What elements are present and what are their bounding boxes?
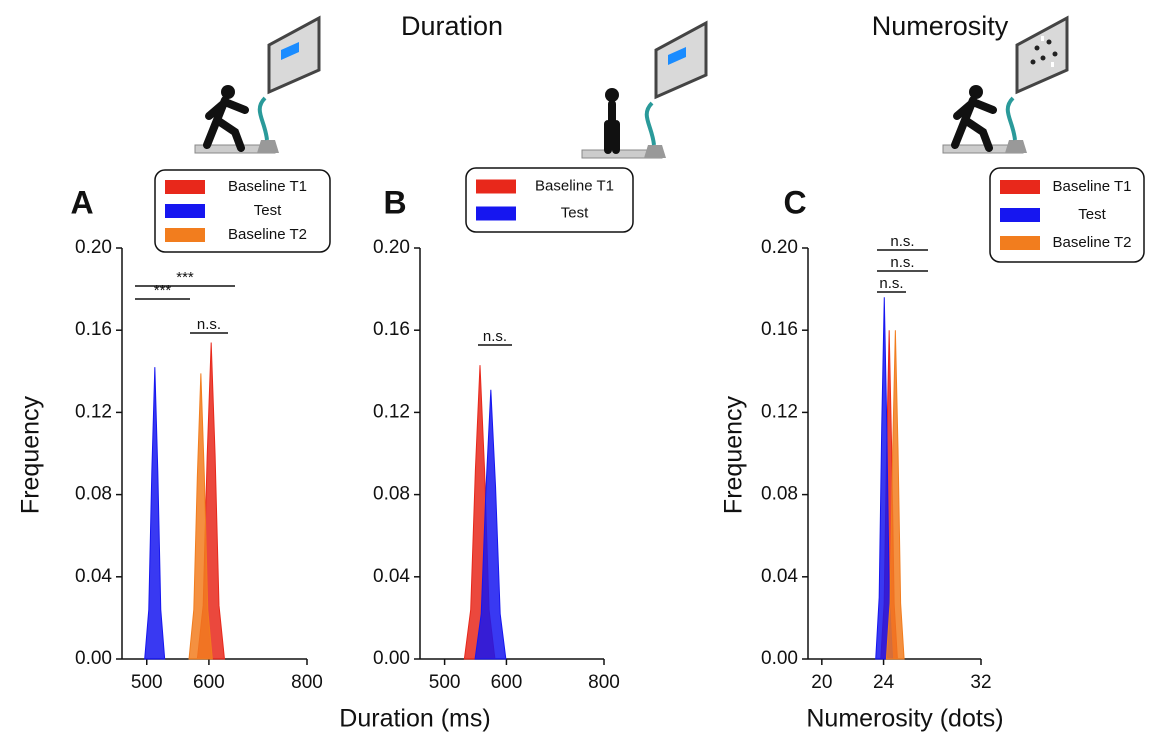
legend-label: Baseline T1 xyxy=(1053,178,1132,195)
x-tick-label: 600 xyxy=(193,672,225,693)
y-tick-label: 0.00 xyxy=(373,648,410,669)
y-tick-label: 0.16 xyxy=(373,319,410,340)
y-tick-label: 0.04 xyxy=(761,566,798,587)
y-tick-label: 0.20 xyxy=(373,237,410,258)
y-axis-label: Frequency xyxy=(17,395,45,514)
y-tick-label: 0.20 xyxy=(761,237,798,258)
significance-label: n.s. xyxy=(890,254,914,271)
legend-label: Baseline T2 xyxy=(1053,234,1132,251)
significance-label: n.s. xyxy=(890,233,914,250)
legend-swatch xyxy=(1000,236,1040,250)
panel-label: A xyxy=(70,184,93,220)
legend-label: Baseline T1 xyxy=(535,177,614,194)
y-tick-label: 0.20 xyxy=(75,237,112,258)
running-icon xyxy=(194,15,321,154)
x-axis-label: Duration (ms) xyxy=(339,705,490,733)
significance-label: n.s. xyxy=(197,316,221,333)
legend-swatch xyxy=(165,204,205,218)
x-tick-label: 20 xyxy=(811,672,832,693)
density-area xyxy=(144,367,166,660)
legend-label: Baseline T1 xyxy=(228,178,307,195)
y-tick-label: 0.00 xyxy=(75,648,112,669)
legend-swatch xyxy=(165,228,205,242)
legend-label: Baseline T2 xyxy=(228,226,307,243)
panel-label: B xyxy=(383,184,406,220)
y-axis-label: Frequency xyxy=(720,395,748,514)
legend-swatch xyxy=(1000,208,1040,222)
figure-title: Duration xyxy=(401,11,503,41)
legend-swatch xyxy=(476,206,516,221)
y-tick-label: 0.12 xyxy=(75,401,112,422)
y-tick-label: 0.00 xyxy=(761,648,798,669)
legend-swatch xyxy=(476,179,516,194)
y-tick-label: 0.16 xyxy=(75,319,112,340)
y-tick-label: 0.04 xyxy=(373,566,410,587)
x-tick-label: 500 xyxy=(429,672,461,693)
x-axis-label: Numerosity (dots) xyxy=(806,705,1003,733)
legend-swatch xyxy=(165,180,205,194)
y-tick-label: 0.08 xyxy=(761,484,798,505)
panel-label: C xyxy=(783,184,806,220)
x-tick-label: 600 xyxy=(491,672,523,693)
legend-label: Test xyxy=(1078,206,1106,223)
y-tick-label: 0.12 xyxy=(761,401,798,422)
y-tick-label: 0.04 xyxy=(75,566,112,587)
x-tick-label: 32 xyxy=(970,672,991,693)
legend-label: Test xyxy=(561,204,589,221)
y-tick-label: 0.08 xyxy=(75,484,112,505)
density-area xyxy=(474,389,507,660)
legend-label: Test xyxy=(254,202,282,219)
figure-title: Numerosity xyxy=(872,11,1009,41)
density-area xyxy=(885,330,905,660)
y-tick-label: 0.08 xyxy=(373,484,410,505)
y-tick-label: 0.16 xyxy=(761,319,798,340)
significance-label: *** xyxy=(154,282,172,299)
significance-label: n.s. xyxy=(483,328,507,345)
significance-label: n.s. xyxy=(879,275,903,292)
standing-icon xyxy=(581,20,708,159)
legend-swatch xyxy=(1000,180,1040,194)
running-icon xyxy=(942,15,1069,154)
x-tick-label: 500 xyxy=(131,672,163,693)
x-tick-label: 800 xyxy=(588,672,620,693)
x-tick-label: 24 xyxy=(873,672,895,693)
y-tick-label: 0.12 xyxy=(373,401,410,422)
significance-label: *** xyxy=(176,269,194,286)
x-tick-label: 800 xyxy=(291,672,323,693)
density-area xyxy=(188,373,213,660)
